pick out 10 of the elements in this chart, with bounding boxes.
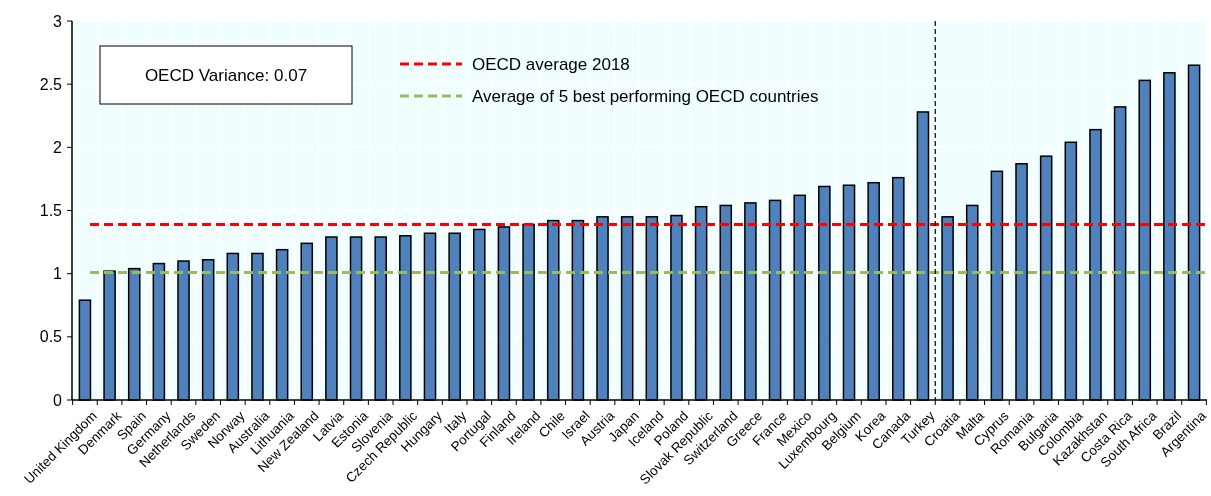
y-tick-label: 2 — [53, 138, 63, 156]
y-tick-label: 1.5 — [39, 202, 63, 220]
y-tick-label: 0 — [53, 391, 63, 409]
y-tick-label: 1 — [53, 265, 63, 283]
y-tick-label: 0.5 — [39, 328, 63, 346]
annotation: OECD Variance: 0.07 — [144, 65, 308, 85]
y-tick-label: 3 — [53, 12, 63, 30]
legend-label: Average of 5 best performing OECD countries — [472, 86, 819, 106]
y-tick-label: 2.5 — [39, 75, 63, 93]
legend-label: OECD average 2018 — [472, 54, 630, 74]
